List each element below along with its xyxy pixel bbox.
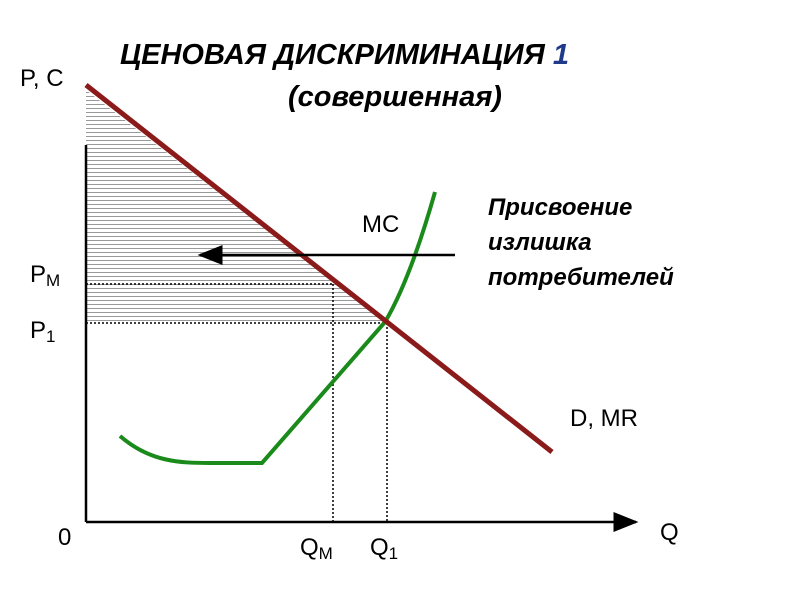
price-label: PМ [30,261,60,290]
price-label: P1 [30,317,55,346]
annotation-line: Присвоение [488,194,632,221]
quantity-label: QМ [300,534,333,563]
annotation-line: потребителей [488,264,674,291]
subtitle: (совершенная) [288,81,502,113]
annotation-line: излишка [488,229,592,256]
origin-label: 0 [58,524,71,551]
demand-curve [84,83,554,454]
demand-label: D, MR [570,405,638,432]
title: ЦЕНОВАЯ ДИСКРИМИНАЦИЯ 1 [120,39,569,71]
mc-label: MC [362,211,399,238]
guide-lines [86,283,388,522]
y-axis-label: P, C [20,65,64,92]
quantity-label: Q1 [370,534,398,563]
x-axis-label: Q [660,519,679,546]
